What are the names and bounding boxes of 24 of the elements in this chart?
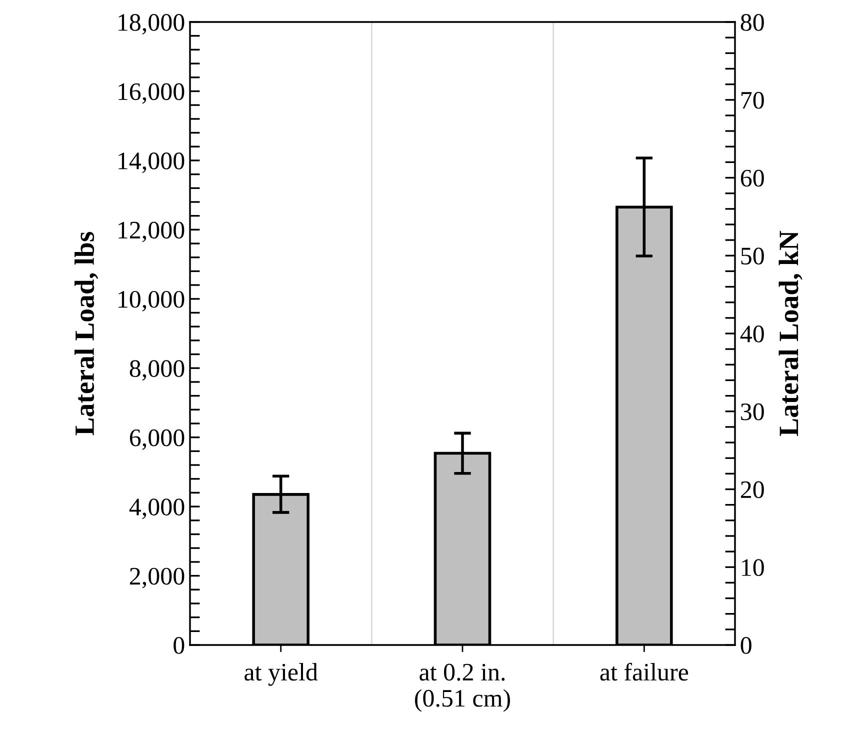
y2-axis-title: Lateral Load, kN — [778, 230, 802, 436]
x-tick-label: at failure — [600, 662, 688, 681]
y-tick-label: 4,000 — [129, 498, 184, 520]
x-tick-label: at 0.2 in. (0.51 cm) — [415, 664, 510, 712]
y-tick-label: 2,000 — [130, 568, 184, 588]
y2-tick-label: 60 — [740, 170, 764, 187]
x-tick-label: at yield — [244, 663, 318, 686]
y-tick-label: 6,000 — [130, 429, 184, 450]
y-tick-label: 10,000 — [118, 290, 184, 312]
y2-tick-label: 50 — [741, 248, 764, 265]
y2-tick-label: 10 — [742, 559, 764, 576]
y2-tick-label: 40 — [740, 326, 764, 342]
y-tick-label: 0 — [174, 637, 184, 654]
y-tick-label: 18,000 — [118, 14, 184, 35]
y2-tick-label: 70 — [742, 92, 764, 109]
y2-tick-label: 80 — [740, 14, 764, 31]
y-tick-label: 16,000 — [118, 83, 184, 104]
y-tick-label: 14,000 — [118, 152, 184, 173]
y-axis-title: Lateral Load, lbs — [74, 232, 98, 436]
y2-tick-label: 20 — [740, 481, 764, 498]
y-tick-label: 8,000 — [130, 360, 184, 381]
y-tick-label: 12,000 — [118, 222, 184, 242]
y2-tick-label: 30 — [741, 403, 764, 420]
y2-tick-label: 0 — [740, 637, 752, 654]
